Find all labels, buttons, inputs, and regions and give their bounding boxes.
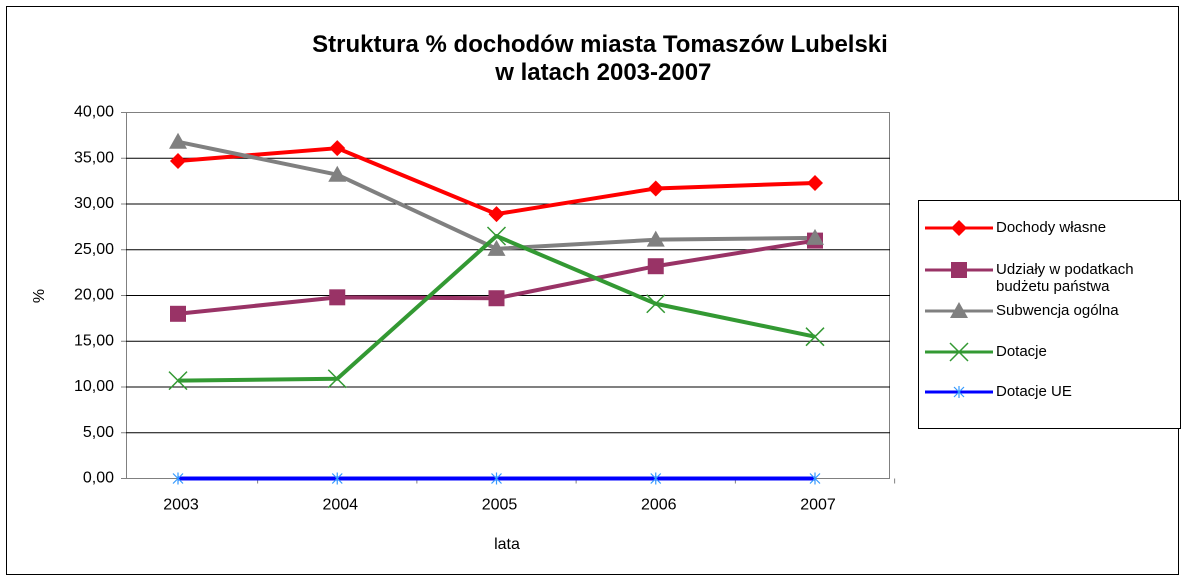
marker: [646, 294, 666, 314]
marker: [950, 302, 968, 318]
y-tick-label: 0,00: [83, 470, 114, 487]
marker: [806, 228, 824, 245]
y-tick-label: 10,00: [74, 378, 114, 395]
y-tick-label: 30,00: [74, 195, 114, 212]
x-tick-label: 2006: [641, 497, 677, 514]
marker: [951, 220, 967, 236]
x-tick-label: 2004: [322, 497, 358, 514]
x-axis-label: lata: [494, 536, 520, 553]
legend-text: Dotacje UE: [996, 383, 1072, 400]
marker: [327, 369, 347, 389]
legend-label: Dochody własne: [996, 219, 1107, 236]
legend-text: Udziały w podatkach budżetu państwa: [996, 261, 1134, 295]
y-tick-label: 15,00: [74, 332, 114, 349]
marker: [650, 472, 662, 485]
marker: [809, 472, 821, 485]
y-tick-label: 25,00: [74, 241, 114, 258]
legend-label: Udziały w podatkach budżetu państwa: [996, 261, 1134, 295]
marker: [646, 230, 665, 247]
y-tick-label: 40,00: [74, 104, 114, 121]
legend-label: Dotacje: [996, 343, 1047, 360]
marker: [491, 472, 502, 485]
legend-text: Dochody własne: [996, 219, 1107, 236]
marker: [647, 258, 664, 275]
x-tick-label: 2007: [800, 497, 836, 514]
marker: [647, 180, 664, 197]
marker: [487, 239, 506, 256]
marker: [170, 305, 186, 322]
chart-title: Struktura % dochodów miasta Tomaszów Lub…: [312, 31, 888, 86]
marker: [949, 342, 969, 362]
marker: [172, 472, 184, 485]
legend-text: Dotacje: [996, 343, 1047, 360]
marker: [329, 140, 346, 157]
legend-text: Subwencja ogólna: [996, 302, 1119, 319]
marker: [331, 472, 343, 485]
marker: [486, 226, 507, 246]
marker: [953, 386, 965, 398]
marker: [951, 262, 967, 278]
marker: [488, 290, 505, 307]
marker: [488, 206, 505, 223]
marker: [170, 152, 186, 169]
y-tick-label: 20,00: [74, 287, 114, 304]
marker: [328, 165, 347, 182]
x-tick-label: 2003: [163, 497, 199, 514]
marker: [329, 289, 346, 306]
y-tick-label: 5,00: [83, 424, 114, 441]
marker: [805, 327, 825, 347]
y-tick-label: 35,00: [74, 149, 114, 166]
legend-label: Subwencja ogólna: [996, 302, 1119, 319]
x-tick-label: 2005: [482, 497, 518, 514]
y-axis-label: %: [31, 289, 48, 303]
marker: [168, 371, 188, 391]
marker: [807, 174, 823, 191]
marker: [169, 132, 187, 149]
legend-label: Dotacje UE: [996, 383, 1072, 400]
